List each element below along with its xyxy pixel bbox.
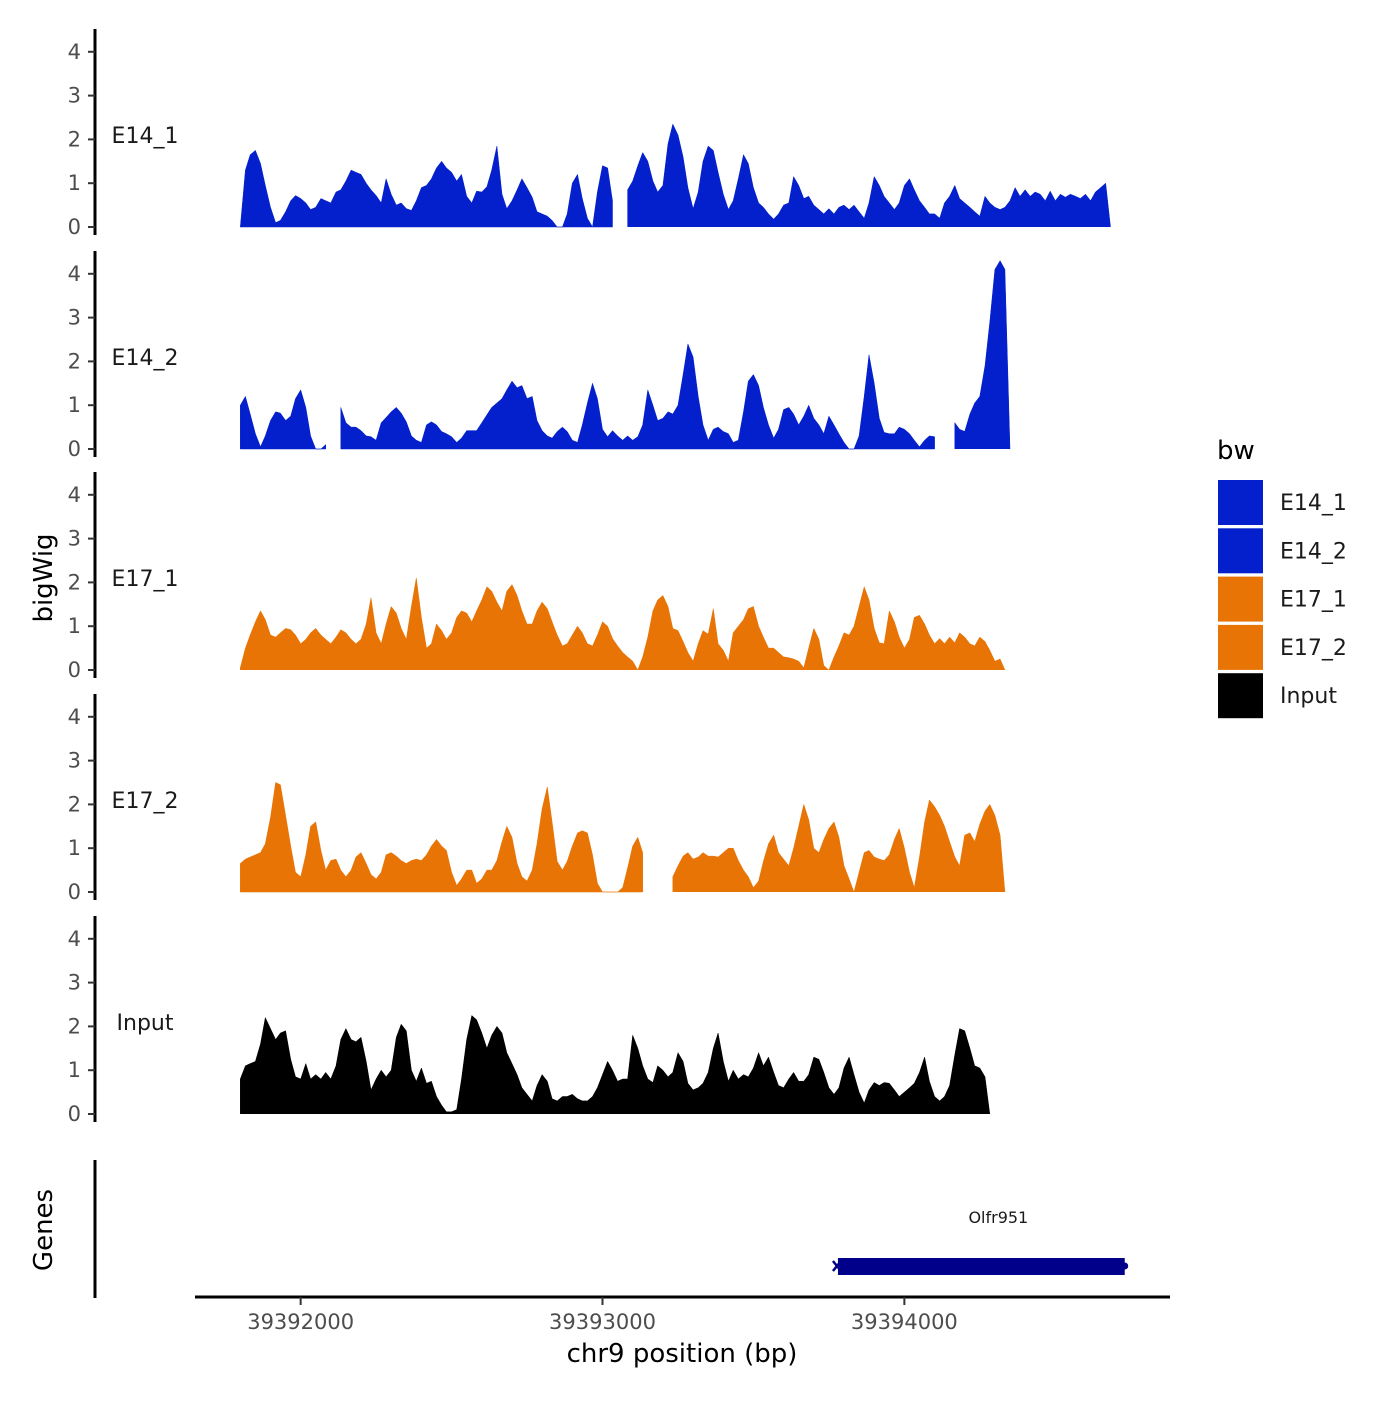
y-tick-label: 1 [68,171,81,195]
coverage-area [240,145,613,228]
y-tick-label: 4 [68,927,81,951]
y-tick-label: 2 [68,792,81,816]
y-tick-label: 1 [68,614,81,638]
y-tick-label: 2 [68,1014,81,1038]
genes-axis-title: Genes [29,1189,59,1271]
legend-swatch [1218,528,1263,574]
y-tick-label: 3 [68,306,81,330]
legend-swatch [1218,624,1263,670]
coverage-area [240,389,326,450]
track-label: E14_1 [112,124,179,149]
track-label: E14_2 [112,346,179,371]
y-tick-label: 2 [68,570,81,594]
y-tick-label: 4 [68,483,81,507]
legend-title: bw [1217,436,1255,466]
genes-layer: Olfr951 [93,1160,1129,1298]
coverage-area [672,799,1006,893]
coverage-area [240,1015,991,1115]
y-axis-title: bigWig [29,533,59,622]
gene-body [837,1258,1125,1275]
coverage-area [240,577,1006,671]
x-axis-title: chr9 position (bp) [567,1339,798,1369]
y-tick-label: 1 [68,1058,81,1082]
legend-label: E14_2 [1280,539,1347,564]
gene-label: Olfr951 [968,1208,1028,1227]
track-E14_1: 0 1 2 3 4 E14_1 [68,29,1111,239]
track-E17_2: 0 1 2 3 4 E17_2 [68,694,1006,904]
x-tick-label: 39392000 [247,1310,354,1334]
legend-label: E14_1 [1280,491,1347,516]
y-tick-label: 0 [68,880,81,904]
y-tick-label: 0 [68,437,81,461]
legend: bw E14_1 E14_2 E17_1 E17_2 Input [1217,436,1347,719]
y-tick-label: 4 [68,262,81,286]
y-tick-label: 3 [68,527,81,551]
coverage-area [340,342,935,450]
track-label: Input [117,1011,174,1036]
y-tick-label: 2 [68,349,81,373]
tracks-layer: 0 1 2 3 4 E14_1 0 1 2 3 4 E14_2 0 1 2 3 4 E17_1 0 1 2 3 4 E17_2… [68,29,1111,1126]
track-label: E17_1 [112,567,179,592]
legend-swatch [1218,576,1263,622]
legend-label: E17_1 [1280,588,1347,613]
coverage-area [954,260,1011,450]
legend-swatch [1218,673,1263,719]
y-tick-label: 0 [68,658,81,682]
gene-end-marker [1121,1262,1129,1270]
y-tick-label: 2 [68,127,81,151]
y-tick-label: 4 [68,40,81,64]
x-tick-label: 39393000 [549,1310,656,1334]
y-tick-label: 0 [68,1102,81,1126]
y-tick-label: 1 [68,836,81,860]
track-E17_1: 0 1 2 3 4 E17_1 [68,472,1006,682]
coverage-area [240,782,643,893]
track-label: E17_2 [112,789,179,814]
y-tick-label: 3 [68,971,81,995]
y-tick-label: 4 [68,705,81,729]
legend-label: Input [1280,684,1337,709]
y-tick-label: 3 [68,84,81,108]
x-tick-label: 39394000 [851,1310,958,1334]
legend-label: E17_2 [1280,636,1347,661]
track-Input: 0 1 2 3 4 Input [68,916,991,1126]
y-tick-label: 1 [68,393,81,417]
strand-marker [831,1260,842,1272]
gene-Olfr951: Olfr951 [831,1208,1129,1275]
track-E14_2: 0 1 2 3 4 E14_2 [68,251,1011,461]
y-tick-label: 3 [68,749,81,773]
legend-swatch [1218,480,1263,525]
coverage-area [627,123,1111,228]
y-tick-label: 0 [68,215,81,239]
x-axis: 39392000 39393000 39394000 [195,1295,1170,1334]
